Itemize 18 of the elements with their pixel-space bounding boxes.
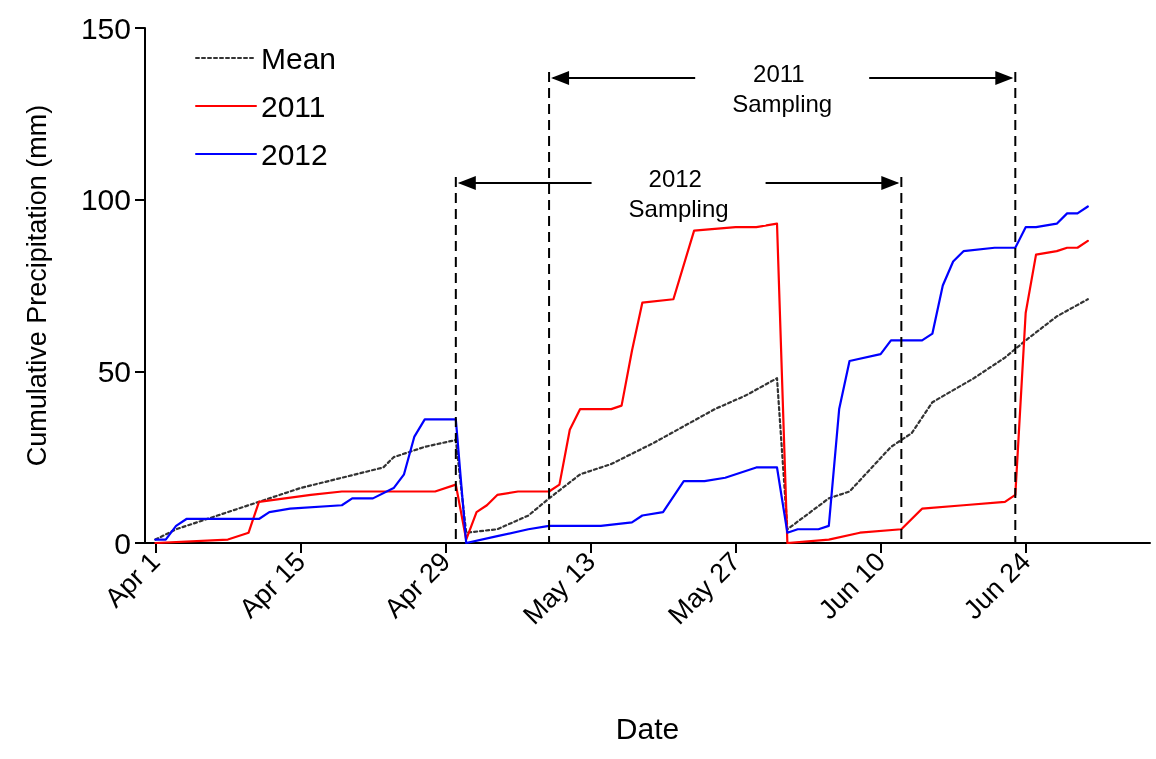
x-tick-label: May 13: [517, 546, 602, 631]
annotation: 2011 Sampling: [732, 59, 833, 117]
x-tick-label: Apr 29: [378, 546, 457, 624]
legend-label: Mean: [261, 41, 337, 75]
y-axis-title: Cumulative Precipitation (mm): [21, 104, 52, 467]
y-tick-label: 50: [97, 354, 131, 388]
legend-label: 2011: [261, 89, 326, 123]
x-tick-label: May 27: [662, 546, 747, 631]
x-axis-title: Date: [615, 711, 680, 745]
legend-label: 2012: [261, 137, 328, 171]
y-tick-label: 100: [80, 183, 131, 217]
annotation: 2012 Sampling: [628, 164, 729, 222]
x-tick-label: Jun 24: [957, 546, 1037, 625]
x-tick-label: Jun 10: [812, 546, 892, 625]
y-tick-label: 150: [80, 11, 131, 45]
x-tick-label: Apr 15: [233, 546, 312, 624]
line-series: [154, 298, 1089, 541]
y-tick-label: 0: [114, 526, 131, 560]
